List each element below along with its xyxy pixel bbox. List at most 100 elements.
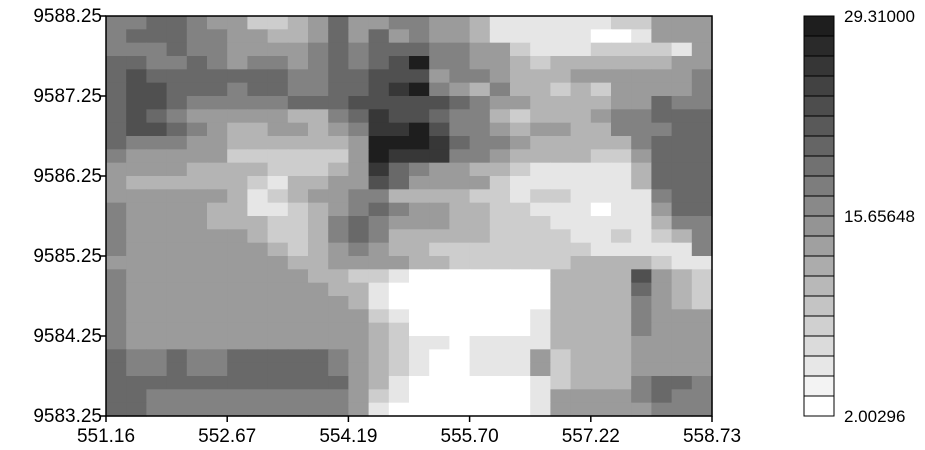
heatmap-cell <box>267 202 289 217</box>
heatmap-cell <box>611 42 632 57</box>
heatmap-cell <box>328 256 349 270</box>
heatmap-cell <box>530 402 551 417</box>
heatmap-cell <box>207 109 228 124</box>
heatmap-cell <box>611 362 632 377</box>
colorbar-swatch <box>803 75 835 97</box>
heatmap-cell <box>671 122 693 137</box>
heatmap-cell <box>651 322 673 337</box>
heatmap-cell <box>651 29 673 44</box>
heatmap-cell <box>469 122 491 137</box>
heatmap-cell <box>550 309 572 324</box>
heatmap-cell <box>590 282 612 297</box>
heatmap-cell <box>126 82 147 97</box>
colorbar-label: 15.65648 <box>844 207 915 226</box>
heatmap-cell <box>570 189 592 204</box>
heatmap-cell <box>146 322 168 337</box>
heatmap-cell <box>368 162 390 177</box>
heatmap-cell <box>287 309 309 324</box>
heatmap-cell <box>651 136 673 150</box>
heatmap-cell <box>530 376 551 390</box>
heatmap-cell <box>247 149 269 164</box>
heatmap-cell <box>106 376 127 390</box>
heatmap-cell <box>207 136 228 150</box>
heatmap-cell <box>651 56 673 70</box>
heatmap-cell <box>328 136 349 150</box>
heatmap-cell <box>691 69 713 84</box>
heatmap-cell <box>388 402 410 417</box>
heatmap-cell <box>328 122 349 137</box>
y-tick-label: 9584.25 <box>33 326 102 347</box>
heatmap-cell <box>611 82 632 97</box>
heatmap-cell <box>106 349 127 364</box>
heatmap-cell <box>388 256 410 270</box>
heatmap-cell <box>691 202 713 217</box>
heatmap-cell <box>590 96 612 110</box>
heatmap-cell <box>530 109 551 124</box>
heatmap-cell <box>691 362 713 377</box>
heatmap-cell <box>126 322 147 337</box>
heatmap-cell <box>166 29 188 44</box>
heatmap-cell <box>469 96 491 110</box>
heatmap-cell <box>328 349 349 364</box>
heatmap-cell <box>469 42 491 57</box>
heatmap-cell <box>106 189 127 204</box>
heatmap-cell <box>348 322 370 337</box>
heatmap-cell <box>429 122 450 137</box>
heatmap-cell <box>429 109 450 124</box>
heatmap-cell <box>691 402 713 417</box>
heatmap-cell <box>671 256 693 270</box>
heatmap-cell <box>550 389 572 404</box>
heatmap-cell <box>570 269 592 284</box>
heatmap-cell <box>590 162 612 177</box>
heatmap-cell <box>267 256 289 270</box>
heatmap-cell <box>429 56 450 70</box>
heatmap-cell <box>247 162 269 177</box>
heatmap-cell <box>469 242 491 257</box>
heatmap-cell <box>631 136 652 150</box>
heatmap-cell <box>227 322 248 337</box>
heatmap-cell <box>207 336 228 350</box>
heatmap-cell <box>489 389 511 404</box>
heatmap-cell <box>570 322 592 337</box>
heatmap-cell <box>126 149 147 164</box>
heatmap-cell <box>247 109 269 124</box>
heatmap-cell <box>166 229 188 244</box>
heatmap-cell <box>429 376 450 390</box>
heatmap-cell <box>308 402 329 417</box>
heatmap-cell <box>409 336 430 350</box>
colorbar-swatch <box>803 15 835 37</box>
heatmap-cell <box>348 349 370 364</box>
heatmap-cell <box>328 242 349 257</box>
heatmap-cell <box>409 402 430 417</box>
heatmap-cell <box>409 389 430 404</box>
heatmap-cell <box>611 176 632 190</box>
heatmap-cell <box>308 309 329 324</box>
heatmap-cell <box>590 256 612 270</box>
heatmap-cell <box>146 82 168 97</box>
heatmap-cell <box>227 202 248 217</box>
colorbar-swatch <box>803 135 835 157</box>
heatmap-cell <box>429 216 450 230</box>
heatmap-cell <box>348 136 370 150</box>
heatmap-cell <box>348 96 370 110</box>
heatmap-cell <box>308 362 329 377</box>
heatmap-cell <box>207 402 228 417</box>
heatmap-cell <box>126 29 147 44</box>
heatmap-cell <box>651 176 673 190</box>
heatmap-cell <box>106 296 127 310</box>
heatmap-cell <box>348 202 370 217</box>
heatmap-cell <box>489 109 511 124</box>
heatmap-cell <box>590 216 612 230</box>
heatmap-cell <box>429 96 450 110</box>
heatmap-cell <box>631 16 652 30</box>
heatmap-cell <box>570 362 592 377</box>
heatmap-cell <box>570 309 592 324</box>
heatmap-cell <box>671 349 693 364</box>
heatmap-cell <box>186 69 208 84</box>
y-tick-label: 9585.25 <box>33 246 102 267</box>
heatmap-cell <box>671 402 693 417</box>
heatmap-cell <box>671 242 693 257</box>
heatmap-cell <box>287 269 309 284</box>
heatmap-cell <box>409 296 430 310</box>
